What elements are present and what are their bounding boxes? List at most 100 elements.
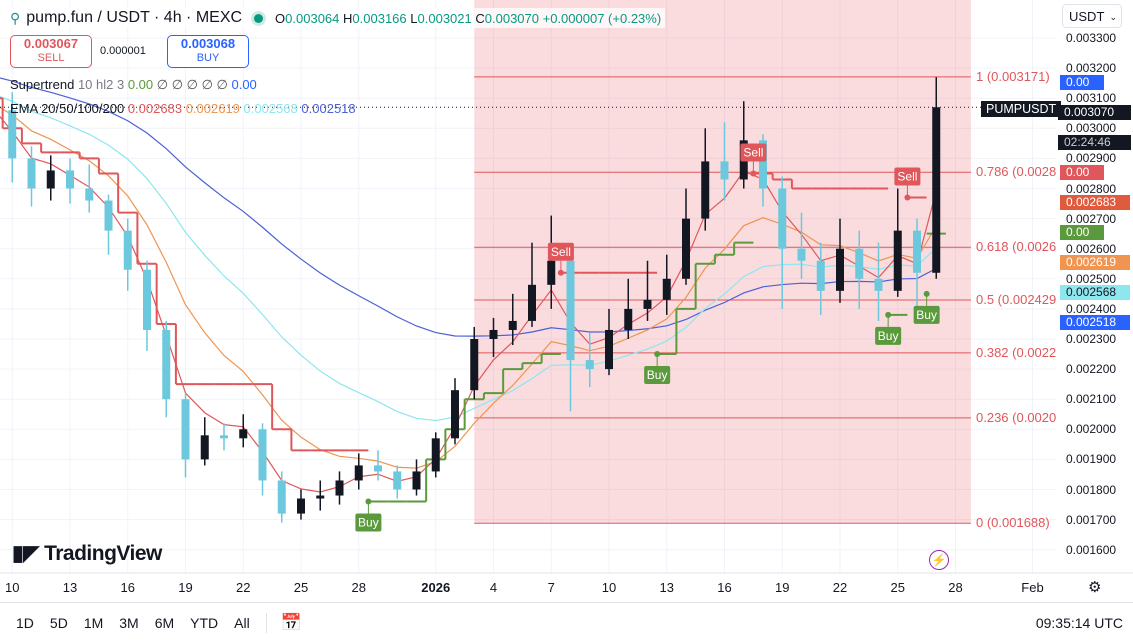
candle-body	[528, 284, 536, 321]
candle-body	[258, 429, 267, 481]
candle-body	[220, 435, 228, 439]
candle-body	[874, 278, 883, 291]
y-tick-label: 0.002400	[1066, 301, 1117, 316]
symbol-legend: ⚲ pump.fun / USDT · 4h · MEXC O0.003064 …	[6, 8, 666, 28]
symbol-title[interactable]: pump.fun / USDT · 4h · MEXC	[26, 9, 243, 26]
range-1m[interactable]: 1M	[83, 614, 104, 631]
settings-icon[interactable]: ⚙	[1088, 579, 1102, 596]
candle-body	[143, 269, 151, 330]
y-tick-label: 0.001700	[1066, 512, 1117, 527]
range-1d[interactable]: 1D	[16, 614, 34, 631]
buy-signal	[875, 326, 902, 345]
y-tick-label: 0.003100	[1066, 91, 1117, 106]
buy-button[interactable]: 0.003068 BUY	[167, 35, 249, 68]
candle-body	[662, 278, 671, 300]
ema-legend[interactable]: EMA 20/50/100/200 0.002683 0.002619 0.00…	[10, 101, 356, 116]
fib-label-0.786: 0.786 (0.002854)	[976, 164, 1056, 180]
buy-signal	[355, 513, 382, 532]
candle-body	[932, 107, 941, 273]
ema200-line	[0, 77, 937, 337]
range-6m[interactable]: 6M	[154, 614, 175, 631]
symbol-badge: PUMPUSDT	[981, 101, 1062, 117]
candle-body	[431, 438, 440, 472]
sell-signal	[547, 242, 574, 261]
range-all[interactable]: All	[234, 614, 250, 631]
candle-body	[624, 308, 633, 330]
y-tick-label: 0.003000	[1066, 121, 1117, 136]
fib-label-0.382: 0.382 (0.002254)	[976, 344, 1056, 360]
candle-body	[893, 230, 902, 291]
sell-signal-label: Sell	[551, 245, 571, 259]
buy-signal	[644, 366, 671, 385]
candle-body	[181, 399, 190, 460]
x-tick-label: 13	[62, 580, 78, 595]
bottom-toolbar: 1D 5D 1M 3M 6M YTD All 📅 09:35:14 UTC	[0, 602, 1133, 642]
sell-signal-label: Sell	[897, 170, 917, 184]
lightning-icon[interactable]: ⚡	[929, 550, 949, 570]
y-tick-label: 0.002700	[1066, 211, 1117, 226]
y-tick-label: 0.002800	[1066, 181, 1117, 196]
candle-body	[816, 260, 825, 291]
x-tick-label: 16	[120, 580, 135, 595]
x-tick-label: 16	[717, 580, 732, 595]
range-3m[interactable]: 3M	[119, 614, 139, 631]
candle-body	[470, 339, 479, 391]
candle-body	[393, 471, 402, 490]
supertrend-legend[interactable]: Supertrend 10 hl2 3 0.00 ∅ ∅ ∅ ∅ ∅ 0.00	[10, 77, 257, 92]
buy-signal-label: Buy	[878, 329, 899, 343]
x-tick-label: 4	[489, 580, 498, 595]
x-tick-label: 2026	[421, 580, 451, 595]
clock: 09:35:14 UTC	[1035, 614, 1123, 631]
candle-body	[489, 329, 498, 339]
candle-body	[316, 495, 325, 499]
range-5d[interactable]: 5D	[49, 614, 68, 631]
candle-body	[797, 248, 806, 261]
range-ytd[interactable]: YTD	[190, 614, 219, 631]
candle-body	[643, 299, 652, 309]
ema50-badge: 0.002619	[1060, 255, 1130, 270]
y-tick-label: 0.003200	[1066, 61, 1117, 76]
candle-body	[759, 140, 767, 189]
candle-body	[104, 200, 113, 231]
x-tick-label: 19	[775, 580, 790, 595]
goto-date-calendar-icon[interactable]: 📅	[265, 612, 302, 633]
candle-body	[374, 465, 382, 472]
x-tick-label: 28	[948, 580, 963, 595]
candle-body	[778, 188, 787, 249]
x-tick-label: 19	[178, 580, 193, 595]
candle-body	[855, 248, 864, 279]
ema200-badge: 0.002518	[1060, 315, 1130, 330]
y-tick-label: 0.002900	[1066, 151, 1117, 166]
fib-label-0.618: 0.618 (0.002605)	[976, 239, 1056, 255]
sell-signal	[894, 167, 921, 186]
candle-body	[123, 230, 132, 270]
y-tick-label: 0.002500	[1066, 271, 1117, 286]
fib-label-1: 1 (0.003171)	[976, 68, 1050, 84]
buy-signal-label: Buy	[916, 308, 937, 322]
candle-body	[85, 188, 94, 201]
fib-label-0.5: 0.5 (0.002429)	[976, 292, 1056, 308]
chevron-down-icon: ⌄	[1109, 12, 1117, 22]
tradingview-mark-icon: ▮◤	[12, 542, 39, 565]
y-tick-label: 0.002600	[1066, 241, 1117, 256]
x-tick-label: 13	[659, 580, 674, 595]
candle-body	[46, 170, 55, 189]
supertrend-down-badge: 0.00	[1060, 75, 1104, 90]
currency-select[interactable]: USDT ⌄	[1062, 4, 1122, 28]
candle-body	[239, 429, 248, 439]
candle-body	[66, 170, 74, 189]
candle-body	[720, 161, 729, 180]
x-tick-label: 28	[351, 580, 366, 595]
candle-body	[297, 498, 305, 514]
buy-signal-label: Buy	[358, 516, 379, 530]
supertrend-sell-badge: 0.00	[1060, 165, 1104, 180]
buy-signal	[913, 305, 940, 324]
buy-signal-label: Buy	[647, 368, 668, 382]
candle-body	[354, 465, 363, 481]
y-tick-label: 0.001800	[1066, 482, 1117, 497]
tradingview-logo[interactable]: ▮◤ TradingView	[12, 542, 162, 565]
candle-body	[412, 471, 421, 490]
y-tick-label: 0.002000	[1066, 422, 1117, 437]
sell-button[interactable]: 0.003067 SELL	[10, 35, 92, 68]
